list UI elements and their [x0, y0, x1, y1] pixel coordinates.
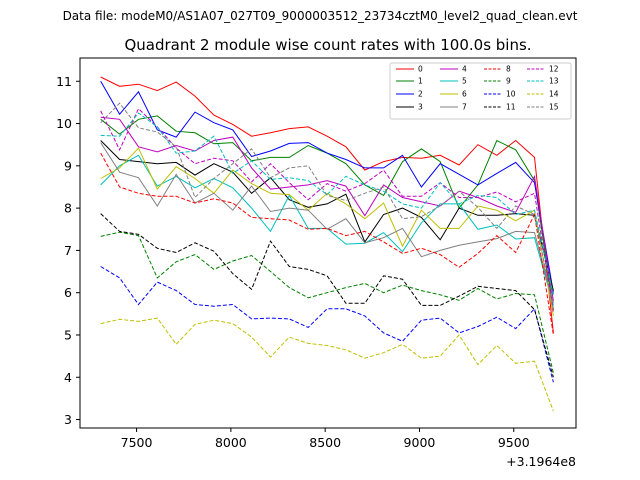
x-tick-label: 9500 — [498, 435, 530, 450]
x-tick-label: 8500 — [309, 435, 341, 450]
legend-label-0: 0 — [418, 65, 423, 74]
y-tick-label: 4 — [64, 370, 72, 385]
legend-label-1: 1 — [418, 77, 423, 86]
y-tick-label: 10 — [56, 116, 72, 131]
legend-label-6: 6 — [462, 90, 467, 99]
y-tick-label: 3 — [64, 412, 72, 427]
x-tick-label: 8000 — [215, 435, 247, 450]
legend-frame — [389, 62, 572, 120]
legend-label-11: 11 — [506, 103, 516, 112]
y-tick-label: 5 — [64, 327, 72, 342]
legend-label-10: 10 — [506, 90, 516, 99]
legend-label-3: 3 — [418, 103, 423, 112]
legend-label-14: 14 — [549, 90, 559, 99]
data-file-label: Data file: modeM0/AS1A07_027T09_90000035… — [63, 9, 578, 23]
series-line-9 — [100, 231, 554, 374]
series-line-12 — [100, 107, 554, 312]
series-line-4 — [100, 116, 554, 302]
series-group — [100, 76, 554, 412]
series-line-10 — [100, 266, 554, 383]
legend-label-2: 2 — [418, 90, 423, 99]
axes-frame — [79, 57, 577, 429]
x-offset-label: +3.1964e8 — [506, 454, 576, 469]
y-tick-label: 8 — [64, 201, 72, 216]
series-line-3 — [100, 140, 554, 291]
x-axis: 7500 8000 8500 9000 9500 — [121, 428, 530, 450]
series-line-2 — [100, 81, 554, 293]
y-tick-label: 7 — [64, 243, 72, 258]
legend-label-7: 7 — [462, 103, 467, 112]
series-line-7 — [100, 142, 554, 304]
series-line-14 — [100, 317, 554, 412]
y-axis: 3 4 5 6 7 8 9 10 11 — [56, 74, 80, 427]
x-tick-label: 7500 — [121, 435, 153, 450]
series-line-1 — [100, 115, 554, 310]
legend-label-12: 12 — [549, 65, 559, 74]
legend-label-13: 13 — [549, 77, 559, 86]
series-line-5 — [100, 154, 554, 306]
legend-label-8: 8 — [506, 65, 511, 74]
legend-label-15: 15 — [549, 103, 559, 112]
x-tick-label: 9000 — [404, 435, 436, 450]
legend-label-5: 5 — [462, 77, 467, 86]
y-tick-label: 6 — [64, 285, 72, 300]
series-line-11 — [100, 213, 554, 378]
legend-label-9: 9 — [506, 77, 511, 86]
y-tick-label: 11 — [56, 74, 72, 89]
legend-label-4: 4 — [462, 65, 467, 74]
series-line-15 — [100, 102, 554, 310]
series-line-8 — [100, 152, 554, 336]
chart-title: Quadrant 2 module wise count rates with … — [124, 36, 531, 54]
y-tick-label: 9 — [64, 158, 72, 173]
series-line-13 — [100, 112, 554, 295]
series-line-0 — [100, 76, 554, 333]
series-line-6 — [100, 147, 554, 316]
